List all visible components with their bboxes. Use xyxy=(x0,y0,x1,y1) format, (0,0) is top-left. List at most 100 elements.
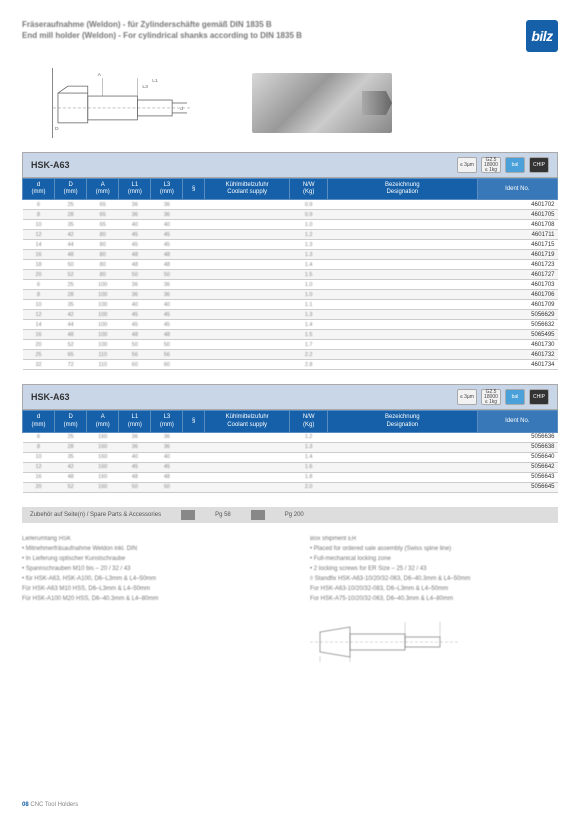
col-header: d(mm) xyxy=(23,179,55,200)
table-cell xyxy=(204,270,290,280)
table-cell: 8 xyxy=(23,290,55,300)
table-cell: 1.0 xyxy=(290,220,327,230)
table-cell xyxy=(183,330,204,340)
table-cell: 42 xyxy=(55,310,87,320)
acc-page-1: Pg 58 xyxy=(215,512,231,518)
table-cell xyxy=(204,310,290,320)
table-cell: 6 xyxy=(23,432,55,442)
table-cell: 36 xyxy=(119,200,151,210)
table-cell: 56 xyxy=(151,350,183,360)
table-cell xyxy=(183,340,204,350)
table-cell xyxy=(327,270,477,280)
caption-label: HSK-A63 xyxy=(31,160,70,170)
table-cell: 80 xyxy=(87,250,119,260)
table-cell xyxy=(327,462,477,472)
table-cell: 4601715 xyxy=(477,240,557,250)
table-cell: 45 xyxy=(119,310,151,320)
table-cell: 100 xyxy=(87,310,119,320)
table-cell: 8 xyxy=(23,210,55,220)
table-cell: 4601702 xyxy=(477,200,557,210)
table-cell xyxy=(204,340,290,350)
table-cell xyxy=(204,452,290,462)
info-line: • Mitnehmerfräsaufnahme Weldon inkl. DIN xyxy=(22,545,270,554)
table-cell: 8 xyxy=(23,442,55,452)
brand-logo: bilz xyxy=(526,20,558,52)
table-cell xyxy=(183,290,204,300)
table-cell: 45 xyxy=(151,320,183,330)
table-cell xyxy=(183,432,204,442)
table-cell: 36 xyxy=(119,432,151,442)
table-cell xyxy=(327,360,477,370)
table-cell: 48 xyxy=(151,250,183,260)
table-cell: 4601703 xyxy=(477,280,557,290)
col-header: § xyxy=(183,179,204,200)
table-cell xyxy=(327,442,477,452)
table-cell: 5056643 xyxy=(477,472,557,482)
table-cell: 1.1 xyxy=(290,300,327,310)
table-cell: 40 xyxy=(119,300,151,310)
table-cell: 4601730 xyxy=(477,340,557,350)
table-cell: 5056642 xyxy=(477,462,557,472)
col-header: A(mm) xyxy=(87,179,119,200)
table-cell: 10 xyxy=(23,300,55,310)
col-header: BezeichnungDesignation xyxy=(327,179,477,200)
col-header: D(mm) xyxy=(55,411,87,432)
table-cell xyxy=(204,230,290,240)
table-cell: 4601709 xyxy=(477,300,557,310)
acc-icon xyxy=(181,510,195,520)
table-row: 12428045451.24601711 xyxy=(23,230,558,240)
table-cell: 45 xyxy=(119,240,151,250)
col-header: L3(mm) xyxy=(151,179,183,200)
table-cell xyxy=(327,210,477,220)
table-cell: 60 xyxy=(119,360,151,370)
table-cell: 80 xyxy=(87,270,119,280)
table-cell: 4601727 xyxy=(477,270,557,280)
col-header: L1(mm) xyxy=(119,179,151,200)
table-row: 124210045451.35056629 xyxy=(23,310,558,320)
table-cell: 25 xyxy=(55,432,87,442)
table-cell: 2.0 xyxy=(290,482,327,492)
table-cell: 48 xyxy=(119,330,151,340)
info-technical-drawing xyxy=(310,612,460,672)
spec-icon: G2.5 18000 ≤ 1kg xyxy=(481,389,501,405)
table-cell xyxy=(183,300,204,310)
table-cell: 42 xyxy=(55,230,87,240)
info-line: • für HSK-A63, HSK-A100, D6–L3mm & L4–50… xyxy=(22,575,270,584)
table-cell: 45 xyxy=(119,320,151,330)
table-cell: 60 xyxy=(151,360,183,370)
table-cell: 1.0 xyxy=(290,280,327,290)
table-cell xyxy=(183,350,204,360)
table-cell: 18 xyxy=(23,260,55,270)
table-cell xyxy=(183,250,204,260)
table-cell: 65 xyxy=(87,200,119,210)
table-cell xyxy=(327,432,477,442)
table-cell xyxy=(204,330,290,340)
table-cell xyxy=(327,280,477,290)
table-cell: 100 xyxy=(87,320,119,330)
info-line: Für HSK-A63 M10 HSS, D6–L3mm & L4–50mm xyxy=(22,585,270,594)
table-cell: 12 xyxy=(23,462,55,472)
table-cell xyxy=(183,200,204,210)
accessories-label: Zubehör auf Seite(n) / Spare Parts & Acc… xyxy=(30,512,161,518)
table-cell: 20 xyxy=(23,270,55,280)
table-cell xyxy=(183,442,204,452)
page-number: 08 xyxy=(22,802,29,808)
spec-icon: G2.5 18000 ≤ 1kg xyxy=(481,157,501,173)
info-line: ◊ Standfix HSK-A63-10/20/32-063, D6–40.3… xyxy=(310,575,558,584)
svg-text:D: D xyxy=(55,126,59,132)
info-line: • Full-mechanical locking zone xyxy=(310,555,558,564)
table-cell: 4601706 xyxy=(477,290,557,300)
table-cell: 5056632 xyxy=(477,320,557,330)
table-cell xyxy=(327,200,477,210)
table-cell: 80 xyxy=(87,240,119,250)
table-cell xyxy=(183,260,204,270)
table-cell: 5056629 xyxy=(477,310,557,320)
info-line: • Spannschrauben M10 bis – 20 / 32 / 43 xyxy=(22,565,270,574)
title-english: End mill holder (Weldon) - For cylindric… xyxy=(22,31,526,40)
table-cell xyxy=(204,240,290,250)
spec-table-block: HSK-A63≤ 3µmG2.5 18000 ≤ 1kgbalCHIPd(mm)… xyxy=(22,384,558,492)
table-cell: 45 xyxy=(151,310,183,320)
table-cell: 50 xyxy=(151,482,183,492)
accessories-bar: Zubehör auf Seite(n) / Spare Parts & Acc… xyxy=(22,507,558,523)
table-cell xyxy=(183,462,204,472)
